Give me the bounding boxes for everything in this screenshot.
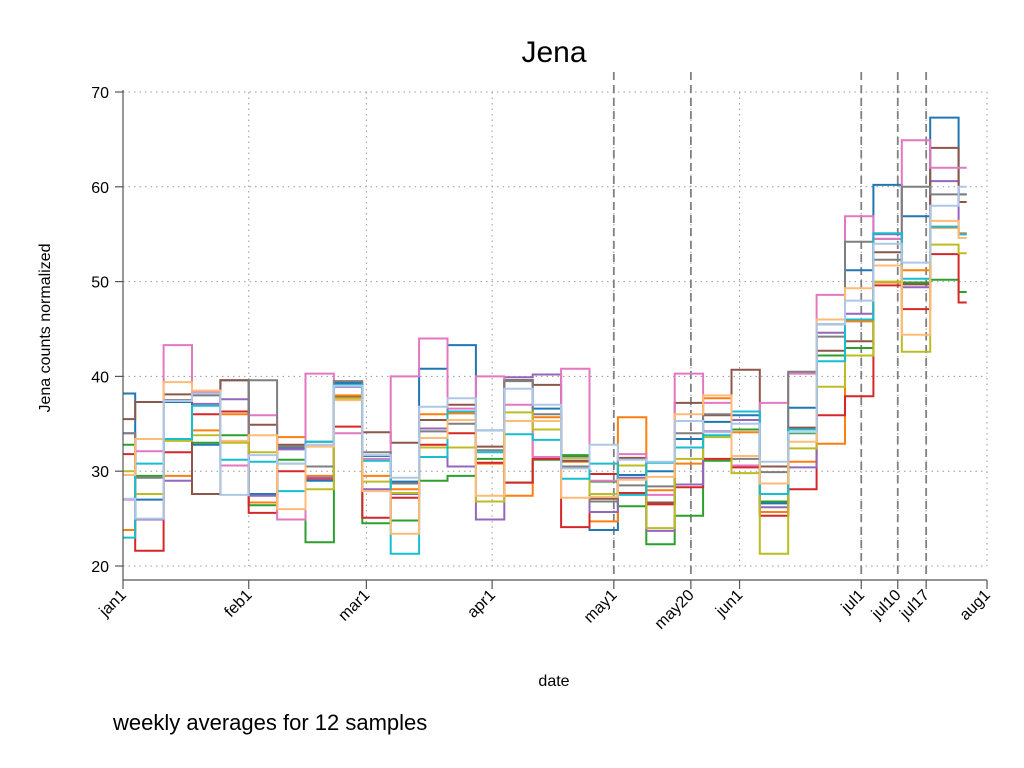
x-tick-label: apr1: [464, 587, 499, 622]
chart-title: Jena: [521, 36, 586, 69]
series-line-10: [123, 225, 967, 555]
x-tick-label: jan1: [96, 587, 130, 621]
x-tick-label: may20: [652, 587, 698, 633]
x-tick-labels: jan1 feb1 mar1 apr1 may1 may20 jun1 jul1 jul10ju…: [96, 587, 994, 633]
series-line-2: [123, 226, 967, 531]
chart-caption: weekly averages for 12 samples: [112, 710, 427, 735]
series-line-6: [123, 146, 967, 504]
y-tick-label: 50: [91, 275, 109, 292]
x-tick-label: jul17: [896, 587, 933, 624]
series-line-4: [123, 253, 967, 552]
y-tick-label: 20: [91, 559, 109, 576]
series-line-12: [123, 185, 967, 520]
x-tick-label: mar1: [335, 587, 373, 625]
y-tick-label: 60: [91, 180, 109, 197]
x-tick-label: may1: [581, 587, 621, 627]
x-tick-label: jun1: [712, 587, 746, 621]
axes: [115, 90, 988, 589]
y-axis-label: Jena counts normalized: [37, 244, 54, 413]
series-line-5: [123, 180, 967, 532]
reference-lines: [612, 72, 928, 576]
series-layer: [123, 116, 967, 555]
y-tick-label: 40: [91, 369, 109, 386]
y-tick-labels: 20 30 40 50 60 70: [91, 85, 109, 576]
y-tick-label: 30: [91, 464, 109, 481]
x-axis-label: date: [538, 673, 569, 690]
x-tick-label: jul1: [838, 587, 868, 617]
x-tick-label: feb1: [222, 587, 256, 621]
x-tick-label: jul10: [868, 587, 905, 624]
x-tick-label: aug1: [957, 587, 994, 624]
y-tick-label: 70: [91, 85, 109, 102]
